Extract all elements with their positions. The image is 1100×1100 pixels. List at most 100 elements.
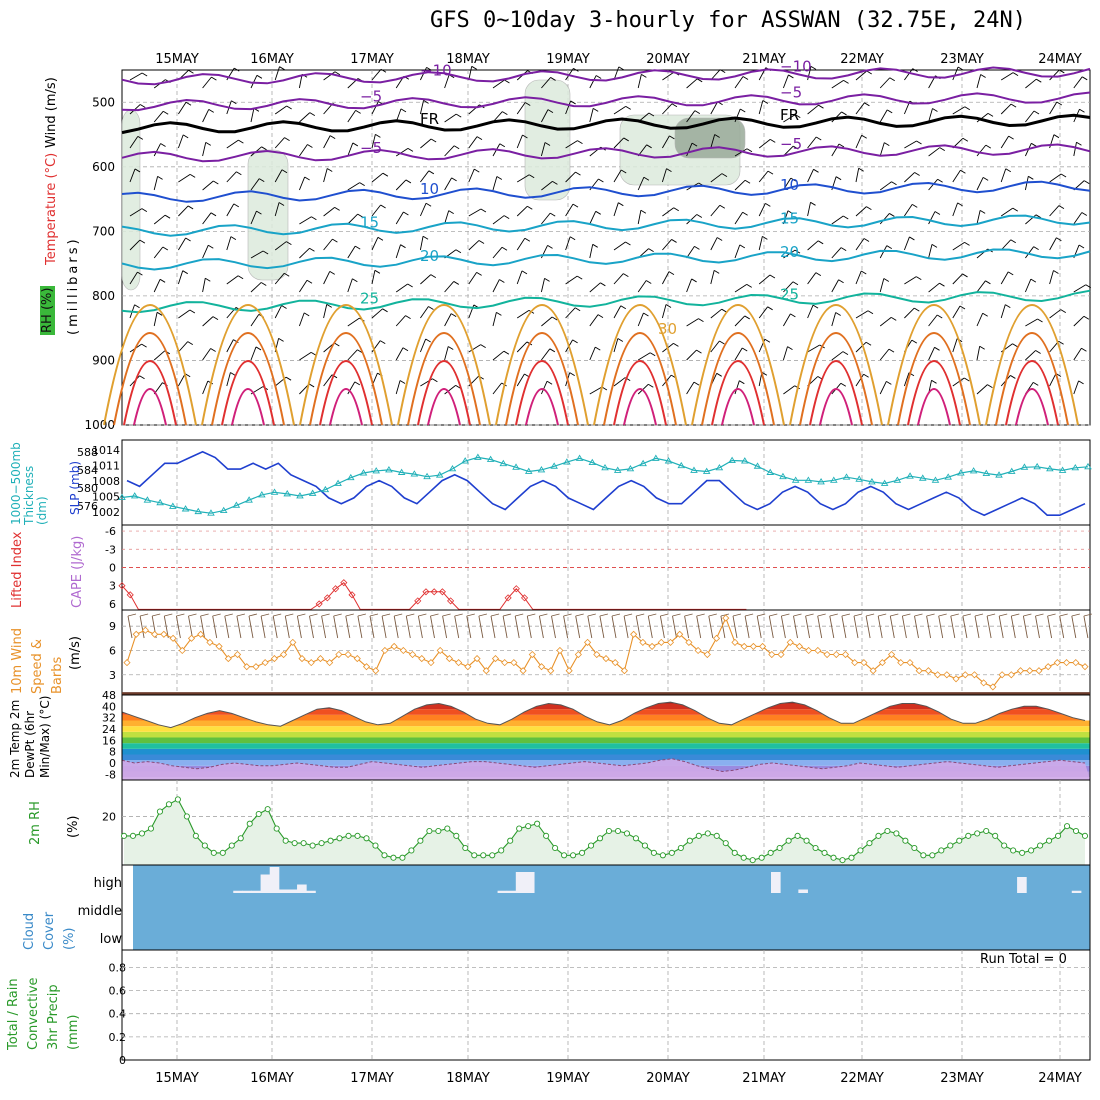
wind-barb — [468, 272, 478, 285]
wind-barb — [903, 372, 910, 387]
wind10m-barb — [672, 615, 677, 639]
wind-barb-flag — [671, 239, 677, 243]
wind-barb-flag — [770, 138, 776, 143]
wind-barb — [395, 244, 401, 259]
wind-barb-flag — [230, 372, 236, 376]
wind-barb-flag — [549, 348, 556, 353]
wind10m-point — [786, 638, 794, 646]
wind-barb — [468, 168, 475, 183]
rh2m-point — [1001, 842, 1008, 849]
wind-barb — [468, 136, 478, 149]
rh2m-point — [1046, 837, 1053, 844]
wind-barb — [686, 110, 696, 123]
wind-barb — [444, 210, 450, 225]
wind-barb — [250, 346, 257, 361]
thickness-point — [753, 462, 762, 469]
thickness-point — [664, 457, 673, 464]
wind-barb — [129, 239, 141, 251]
rh2m-point — [902, 837, 909, 844]
wind-barb-flag — [668, 271, 675, 276]
wind-barb — [1073, 212, 1083, 225]
wind10m-point — [1053, 659, 1061, 667]
wind-barb-flag — [957, 66, 964, 71]
wind-barb — [928, 347, 935, 361]
wind-barb-flag — [286, 241, 292, 245]
wind-barb-flag — [546, 380, 553, 385]
cape-label: CAPE (J/kg) — [70, 535, 85, 608]
top-date-label: 23MAY — [940, 52, 984, 67]
wind10m-point — [169, 634, 177, 642]
thickness-point — [423, 472, 431, 480]
isotherm-line — [121, 180, 1091, 203]
rh2m-point — [650, 849, 657, 856]
rh2m-point — [884, 827, 891, 835]
rh2m-point — [749, 857, 756, 864]
warm-contour — [299, 304, 393, 426]
wind10m-barb-flag — [369, 613, 379, 617]
wind-barb-flag — [813, 168, 819, 173]
wind-barb-flag — [909, 236, 915, 241]
wind10m-barb — [405, 615, 411, 639]
wind-barb — [589, 314, 599, 327]
wind10m-point — [952, 675, 960, 683]
wind-barb — [613, 105, 626, 115]
warm-contour — [319, 360, 373, 426]
bottom-date-label: 23MAY — [940, 1071, 984, 1086]
wind10m-point — [943, 671, 951, 679]
rh2m-point — [812, 844, 819, 852]
wind-barb-flag — [334, 342, 340, 347]
wind-barb — [419, 338, 427, 353]
wind10m-barb-flag — [1011, 613, 1020, 617]
wind-barb — [952, 241, 965, 251]
wind10m-barb — [659, 615, 665, 639]
rh2m-point — [785, 837, 792, 844]
wind10m-point — [408, 650, 417, 659]
wind-barb — [613, 305, 622, 319]
wind-barb — [1049, 173, 1062, 183]
wind-barb-flag — [478, 240, 485, 244]
wind-barb — [371, 101, 379, 115]
wind-barb-flag — [524, 102, 531, 106]
wind-barb-flag — [187, 341, 193, 345]
wind10m-point — [924, 667, 932, 675]
wind-barb-flag — [382, 308, 388, 313]
rh2m-point — [659, 852, 666, 859]
wind-barb — [686, 246, 695, 259]
cloud-level-label: high — [94, 876, 122, 891]
warm-contour — [505, 332, 579, 426]
wind-barb — [178, 309, 191, 319]
cloud-level-label: low — [100, 932, 123, 947]
warm-contour — [691, 304, 785, 426]
precip-label: Total / Rain Convective 3hr Precip (mm) — [6, 977, 81, 1050]
wind-barb — [541, 109, 549, 123]
wind10m-barb-flag — [164, 613, 173, 617]
wind-barb-flag — [835, 176, 842, 181]
wind-barb — [952, 66, 959, 81]
lifted-index-tick-label: 0 — [109, 562, 116, 575]
pressure-unit-label: (millibars) — [66, 236, 81, 335]
rh2m-point — [345, 832, 352, 839]
wind10m-point — [1081, 663, 1089, 671]
wind10m-barb — [526, 615, 532, 639]
wind-barb-flag — [448, 210, 454, 214]
wind-barb-flag — [575, 171, 581, 176]
wind10m-barb-flag — [672, 613, 681, 617]
wind-barb — [589, 211, 597, 225]
wind-barb-flag — [352, 142, 359, 147]
wind-barb-flag — [496, 312, 502, 316]
wind-barb — [226, 339, 234, 353]
wind-barb — [1049, 101, 1058, 115]
wind10m-barb — [587, 615, 593, 639]
wind-barb-flag — [817, 240, 824, 245]
pressure-tick-label: 700 — [92, 224, 115, 238]
wind-barb — [492, 215, 505, 225]
wind-barb — [468, 344, 481, 353]
thickness-point — [868, 478, 876, 485]
wind-barb-flag — [713, 270, 720, 274]
cloud-cover-label: Cloud Cover (%) — [22, 911, 77, 950]
wind-barb — [347, 381, 356, 395]
wind-barb-flag — [162, 110, 169, 115]
wind-barb-flag — [618, 202, 624, 207]
wind10m-barb — [563, 615, 569, 639]
wind-barb-flag — [1085, 284, 1092, 289]
